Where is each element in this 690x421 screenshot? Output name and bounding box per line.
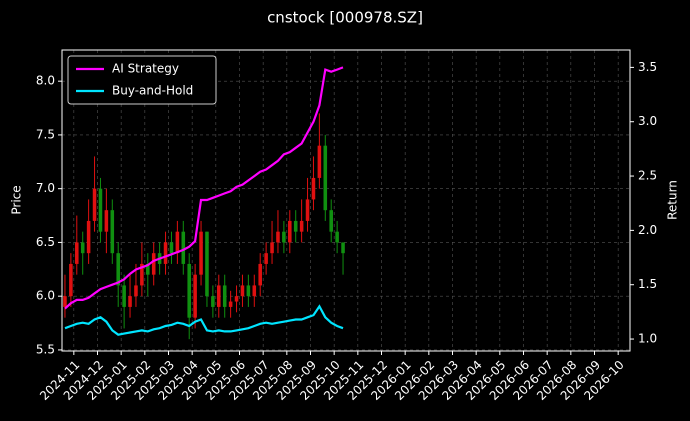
series-line bbox=[64, 66, 344, 310]
candle-body bbox=[270, 242, 274, 254]
candle-body bbox=[69, 263, 73, 297]
candle-body bbox=[252, 285, 257, 297]
plot-frame bbox=[61, 49, 631, 352]
candle-body bbox=[317, 145, 322, 178]
candle-body bbox=[187, 263, 191, 318]
y-tick-label: 7.0 bbox=[36, 181, 55, 195]
y2-tick-label: 1.5 bbox=[638, 277, 657, 291]
candle-body bbox=[311, 177, 316, 200]
candle-body bbox=[110, 210, 115, 254]
series-line bbox=[64, 304, 344, 336]
candle-body bbox=[258, 263, 262, 286]
candle-body bbox=[122, 285, 126, 307]
y-tick-label: 6.5 bbox=[36, 235, 55, 249]
y-axis-label: Price bbox=[10, 185, 24, 214]
legend-label: Buy-and-Hold bbox=[112, 84, 193, 98]
y-tick-label: 5.5 bbox=[36, 342, 55, 356]
candle-body bbox=[104, 210, 109, 232]
candle-body bbox=[193, 274, 197, 318]
candle-body bbox=[205, 231, 209, 297]
candle-body bbox=[151, 253, 156, 275]
candle-body bbox=[234, 296, 239, 302]
candle-body bbox=[246, 285, 251, 297]
chart-title: cnstock [000978.SZ] bbox=[267, 9, 423, 27]
candle-body bbox=[134, 285, 138, 297]
y2-tick-label: 3.0 bbox=[638, 114, 657, 128]
candle-body bbox=[341, 242, 345, 254]
candle-body bbox=[199, 231, 203, 275]
y2-tick-label: 2.5 bbox=[638, 169, 657, 183]
candle-body bbox=[276, 231, 280, 243]
candle-body bbox=[323, 145, 328, 211]
candle-body bbox=[92, 188, 97, 221]
candle-body bbox=[169, 242, 174, 254]
y2-tick-label: 1.0 bbox=[638, 332, 657, 346]
candle-body bbox=[116, 253, 120, 286]
candle-body bbox=[222, 285, 227, 307]
candle-body bbox=[335, 231, 339, 243]
candle-body bbox=[63, 296, 67, 307]
candle-body bbox=[163, 242, 168, 264]
candle-body bbox=[128, 296, 132, 307]
candle-body bbox=[288, 220, 292, 243]
candle-body bbox=[264, 253, 268, 264]
candle-body bbox=[228, 301, 233, 307]
candle-body bbox=[98, 188, 103, 232]
y2-tick-label: 3.5 bbox=[638, 60, 657, 74]
candle-body bbox=[282, 231, 286, 243]
y-tick-label: 7.5 bbox=[36, 127, 55, 141]
y-tick-label: 6.0 bbox=[36, 289, 55, 303]
candle-body bbox=[293, 220, 298, 232]
candle-body bbox=[146, 263, 150, 275]
legend-box bbox=[67, 55, 217, 105]
candle-body bbox=[305, 199, 310, 221]
candle-body bbox=[299, 220, 304, 232]
y2-axis-label: Return bbox=[666, 180, 680, 220]
candle-body bbox=[80, 242, 85, 254]
legend-label: AI Strategy bbox=[112, 62, 179, 76]
candle-body bbox=[217, 285, 221, 307]
y-tick-label: 8.0 bbox=[36, 74, 55, 88]
candle-body bbox=[240, 285, 245, 297]
y2-tick-label: 2.0 bbox=[638, 223, 657, 237]
candle-body bbox=[181, 231, 186, 264]
candle-body bbox=[329, 210, 333, 232]
candle-body bbox=[211, 296, 215, 307]
candle-body bbox=[140, 263, 144, 286]
candle-body bbox=[175, 231, 180, 254]
candle-body bbox=[86, 220, 91, 254]
candle-body bbox=[75, 242, 79, 264]
